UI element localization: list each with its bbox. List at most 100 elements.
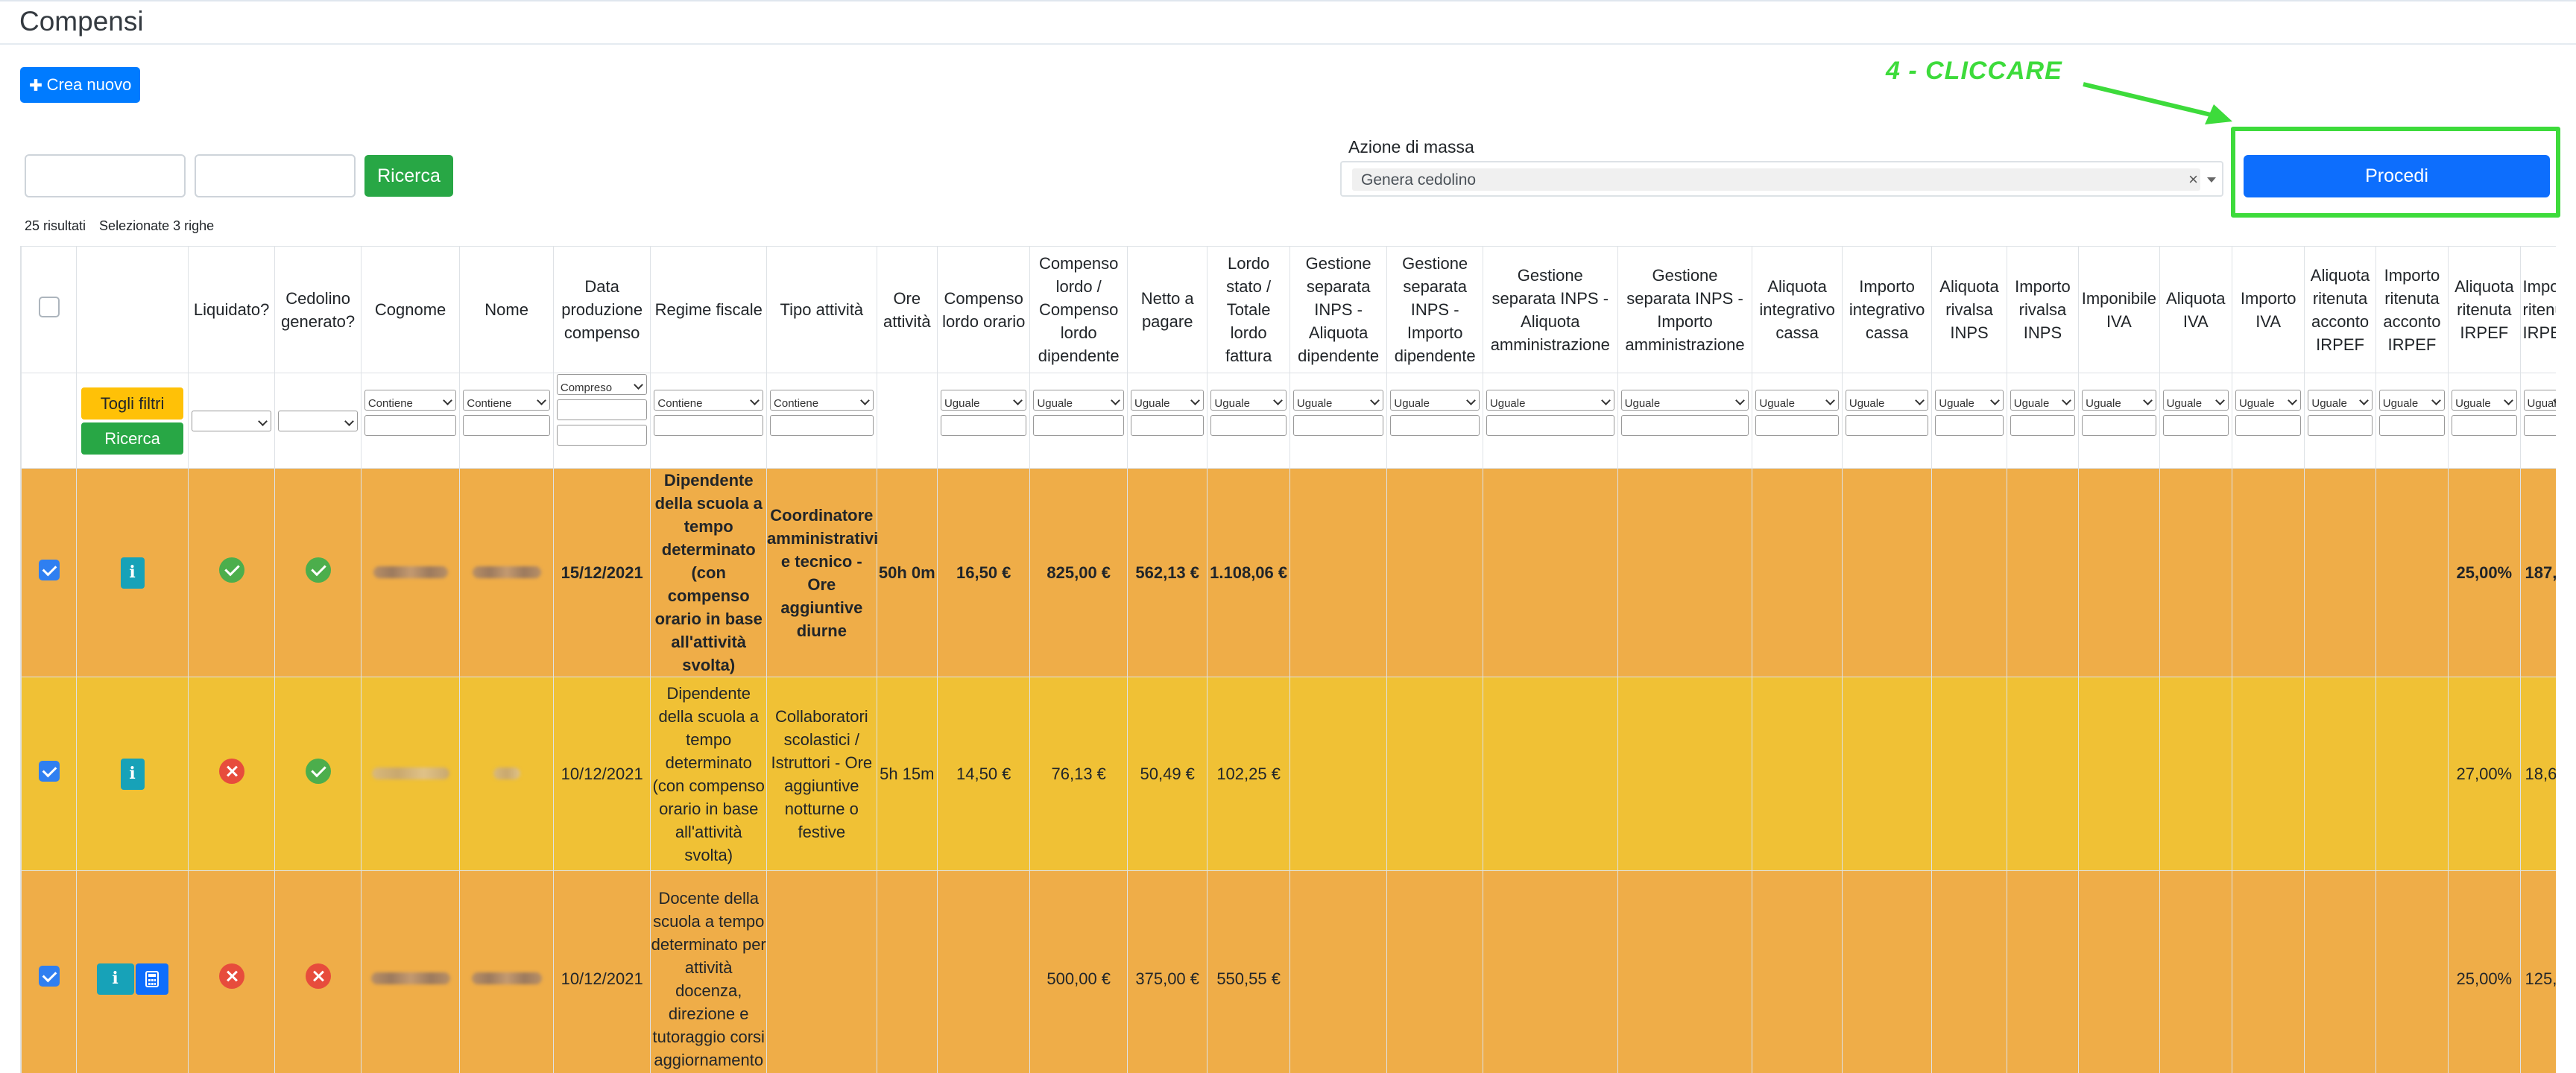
column-header[interactable]: Gestione separata INPS - Aliquota dipend… — [1289, 246, 1388, 373]
filter-select[interactable]: Uguale — [2235, 389, 2302, 411]
filter-input[interactable] — [1210, 414, 1287, 436]
compensi-table-container[interactable]: Liquidato? Cedolino generato? Cognome No… — [20, 246, 2556, 1073]
column-header[interactable]: Importo ritenuta IRPEF — [2519, 246, 2556, 373]
column-header[interactable]: Compenso lordo orario — [936, 246, 1031, 373]
mass-action-select[interactable]: Genera cedolino × — [1340, 161, 2223, 197]
filter-input[interactable] — [654, 414, 764, 436]
filter-select[interactable]: Uguale — [1486, 389, 1614, 411]
filter-select[interactable]: Uguale — [2082, 389, 2156, 411]
column-header[interactable]: Gestione separata INPS - Importo amminis… — [1617, 246, 1753, 373]
column-header[interactable]: Nome — [459, 246, 554, 373]
filter-search-button[interactable]: Ricerca — [81, 422, 184, 455]
filter-select[interactable]: Uguale — [1935, 389, 2004, 411]
column-header[interactable]: Gestione separata INPS - Importo dipende… — [1386, 246, 1483, 373]
column-header[interactable]: Imponibile IVA — [2078, 246, 2160, 373]
info-icon[interactable]: i — [96, 963, 134, 995]
info-icon[interactable]: i — [120, 557, 145, 589]
column-header[interactable]: Liquidato? — [187, 246, 276, 373]
filter-input[interactable] — [2235, 414, 2302, 436]
column-header[interactable]: Importo rivalsa INPS — [2006, 246, 2080, 373]
row-checkbox[interactable] — [38, 559, 60, 580]
filter-input[interactable] — [364, 414, 457, 436]
column-header[interactable]: Importo integrativo cassa — [1841, 246, 1933, 373]
filter-input[interactable] — [2082, 414, 2156, 436]
filter-input[interactable] — [1033, 414, 1124, 436]
filter-select[interactable] — [278, 410, 358, 431]
filter-input[interactable] — [2308, 414, 2373, 436]
filter-input[interactable] — [1130, 414, 1205, 436]
filter-input[interactable] — [2010, 414, 2076, 436]
filter-select[interactable]: Contiene — [770, 389, 874, 411]
filter-input[interactable] — [1292, 414, 1384, 436]
filter-input[interactable] — [463, 414, 550, 436]
column-header[interactable]: Ore attività — [876, 246, 938, 373]
toggle-filters-button[interactable]: Togli filtri — [81, 387, 184, 420]
filter-input[interactable] — [1620, 414, 1749, 436]
column-header[interactable]: Regime fiscale — [650, 246, 768, 373]
filter-input[interactable] — [1390, 414, 1480, 436]
filter-input[interactable] — [556, 424, 648, 446]
table-row[interactable]: i 15/12/2021 Dipendente della scuola a t… — [21, 468, 2556, 677]
column-header[interactable]: Importo IVA — [2231, 246, 2305, 373]
column-header[interactable]: Aliquota ritenuta acconto IRPEF — [2304, 246, 2376, 373]
column-header[interactable]: Cognome — [360, 246, 461, 373]
filter-select[interactable]: Contiene — [364, 389, 457, 411]
filter-input[interactable] — [1486, 414, 1614, 436]
row-checkbox[interactable] — [38, 760, 60, 782]
create-new-button[interactable]: Crea nuovo — [20, 67, 140, 103]
column-header[interactable]: Tipo attività — [766, 246, 877, 373]
filter-select[interactable]: Uguale — [1845, 389, 1929, 411]
filter-input[interactable] — [1755, 414, 1839, 436]
column-header[interactable]: Lordo stato / Totale lordo fattura — [1207, 246, 1290, 373]
filter-select[interactable]: Uguale — [1390, 389, 1480, 411]
filter-select[interactable]: Uguale — [2010, 389, 2076, 411]
filter-select[interactable]: Uguale — [2378, 389, 2446, 411]
filter-select[interactable]: Uguale — [2452, 389, 2517, 411]
filter-select[interactable]: Compreso — [556, 373, 648, 395]
column-header[interactable]: Cedolino generato? — [274, 246, 362, 373]
filter-input[interactable] — [556, 399, 648, 420]
filter-select[interactable]: Uguale — [1292, 389, 1384, 411]
filter-select[interactable]: Contiene — [654, 389, 764, 411]
search-input-1[interactable] — [25, 154, 186, 197]
column-header[interactable]: Aliquota ritenuta IRPEF — [2448, 246, 2521, 373]
filter-input[interactable] — [2378, 414, 2446, 436]
select-all-header[interactable] — [21, 246, 78, 373]
column-header[interactable]: Data produzione compenso — [552, 246, 651, 373]
calculator-icon[interactable] — [135, 963, 168, 995]
table-row[interactable]: i 10/12/2021 Dipendente della scuola a t… — [21, 677, 2556, 871]
proceed-button[interactable]: Procedi — [2244, 155, 2550, 197]
column-header[interactable]: Aliquota integrativo cassa — [1752, 246, 1843, 373]
filter-select[interactable]: Uguale — [1755, 389, 1839, 411]
clear-selection-icon[interactable]: × — [2188, 170, 2198, 189]
filter-select[interactable]: Uguale — [1620, 389, 1749, 411]
filter-select[interactable]: Uguale — [940, 389, 1027, 411]
column-header[interactable]: Gestione separata INPS - Aliquota ammini… — [1482, 246, 1618, 373]
filter-input[interactable] — [2162, 414, 2229, 436]
filter-input[interactable] — [770, 414, 874, 436]
filter-select[interactable]: Uguale — [2308, 389, 2373, 411]
table-row[interactable]: i 10/12/2021 Docente della scuola a temp… — [21, 870, 2556, 1073]
filter-input[interactable] — [2523, 414, 2556, 436]
filter-select[interactable]: Uguale — [1130, 389, 1205, 411]
filter-input[interactable] — [1845, 414, 1929, 436]
filter-select[interactable]: Uguale — [2523, 389, 2556, 411]
filter-select[interactable]: Contiene — [463, 389, 550, 411]
search-input-2[interactable] — [195, 154, 356, 197]
filter-select[interactable]: Uguale — [1033, 389, 1124, 411]
column-header[interactable]: Aliquota IVA — [2159, 246, 2232, 373]
search-button[interactable]: Ricerca — [364, 155, 453, 197]
row-checkbox[interactable] — [38, 965, 60, 987]
filter-select[interactable]: Uguale — [1210, 389, 1287, 411]
column-header[interactable]: Netto a pagare — [1126, 246, 1208, 373]
select-all-checkbox[interactable] — [38, 296, 60, 317]
filter-input[interactable] — [940, 414, 1027, 436]
column-header[interactable]: Importo ritenuta acconto IRPEF — [2375, 246, 2449, 373]
filter-select[interactable] — [191, 410, 272, 431]
filter-input[interactable] — [1935, 414, 2004, 436]
filter-input[interactable] — [2452, 414, 2517, 436]
info-icon[interactable]: i — [120, 758, 145, 790]
column-header[interactable]: Compenso lordo / Compenso lordo dipenden… — [1029, 246, 1128, 373]
column-header[interactable]: Aliquota rivalsa INPS — [1931, 246, 2007, 373]
filter-select[interactable]: Uguale — [2162, 389, 2229, 411]
